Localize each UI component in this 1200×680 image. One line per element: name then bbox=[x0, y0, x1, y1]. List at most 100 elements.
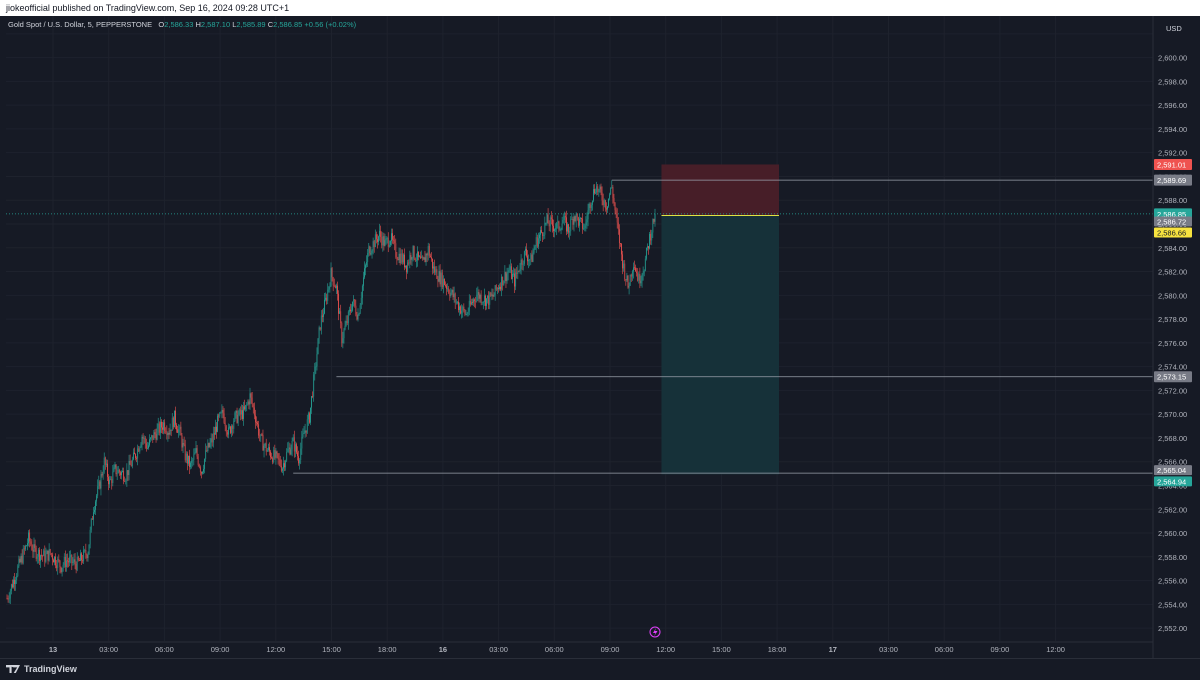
candle-body bbox=[630, 274, 632, 277]
candle-body bbox=[602, 200, 604, 206]
candle-body bbox=[260, 434, 262, 436]
candle-body bbox=[346, 320, 348, 324]
candle-body bbox=[90, 518, 92, 530]
candle-body bbox=[572, 218, 574, 225]
candle-body bbox=[417, 251, 418, 261]
candle-body bbox=[624, 263, 626, 280]
candle-body bbox=[55, 556, 56, 566]
candle-body bbox=[591, 200, 593, 205]
candle-body bbox=[212, 433, 214, 443]
candle-body bbox=[482, 302, 484, 303]
candle-body bbox=[318, 327, 320, 339]
candle-body bbox=[634, 267, 635, 269]
candle-body bbox=[370, 253, 372, 255]
candle-body bbox=[331, 268, 333, 278]
candle-body bbox=[409, 255, 411, 264]
candle-body bbox=[73, 559, 75, 562]
y-tick-label: 2,582.00 bbox=[1158, 268, 1187, 277]
candle-body bbox=[413, 246, 415, 259]
candle-body bbox=[615, 210, 617, 214]
candle-body bbox=[287, 448, 289, 452]
candle-body bbox=[495, 285, 497, 290]
candle-body bbox=[344, 325, 346, 330]
candle-body bbox=[172, 417, 174, 428]
candle-body bbox=[397, 259, 399, 260]
candle-body bbox=[327, 289, 329, 301]
candle-body bbox=[347, 311, 349, 324]
candle-body bbox=[230, 426, 231, 433]
candle-body bbox=[643, 270, 645, 274]
take-profit-zone[interactable] bbox=[661, 215, 779, 475]
candle-body bbox=[122, 471, 123, 472]
candle-body bbox=[613, 197, 615, 203]
candle-body bbox=[58, 558, 60, 561]
candle-body bbox=[157, 423, 159, 429]
candle-body bbox=[15, 580, 17, 585]
candle-body bbox=[527, 255, 528, 262]
candle-body bbox=[18, 558, 20, 567]
price-chart[interactable]: USD 2,552.00 2,554.00 2,556.00 2,558.00 2,560… bbox=[0, 16, 1200, 658]
close-label: C bbox=[267, 20, 274, 29]
stop-loss-zone[interactable] bbox=[661, 164, 779, 216]
candle-body bbox=[135, 454, 136, 459]
candle-body bbox=[448, 288, 450, 293]
candle-body bbox=[201, 472, 202, 474]
candle-body bbox=[608, 198, 609, 207]
candle-body bbox=[250, 393, 252, 398]
candle-body bbox=[76, 556, 78, 570]
candle-body bbox=[611, 187, 613, 188]
candle-body bbox=[573, 216, 575, 225]
candle-body bbox=[427, 246, 429, 256]
candle-body bbox=[595, 192, 596, 194]
candle-body bbox=[280, 465, 282, 471]
candle-body bbox=[581, 218, 582, 219]
candle-body bbox=[265, 443, 267, 452]
chart-area[interactable]: USD 2,552.00 2,554.00 2,556.00 2,558.00 2,560… bbox=[0, 16, 1200, 658]
candle-body bbox=[34, 544, 36, 548]
tradingview-logo[interactable]: TradingView bbox=[6, 664, 77, 674]
candle-body bbox=[583, 228, 585, 230]
candle-body bbox=[313, 374, 315, 397]
currency-label[interactable]: USD bbox=[1166, 24, 1182, 33]
candle-body bbox=[654, 213, 656, 222]
candle-body bbox=[520, 259, 522, 270]
open-value: 2,586.33 bbox=[164, 20, 194, 29]
candle-body bbox=[224, 422, 226, 427]
candle-body bbox=[453, 293, 455, 298]
candle-body bbox=[375, 234, 377, 240]
candle-body bbox=[372, 241, 374, 251]
candle-body bbox=[86, 554, 88, 559]
candle-body bbox=[156, 428, 158, 440]
candle-body bbox=[39, 549, 40, 561]
candle-body bbox=[257, 422, 258, 425]
candle-body bbox=[125, 480, 127, 482]
candle-body bbox=[21, 555, 23, 563]
candle-body bbox=[601, 192, 603, 201]
candle-body bbox=[421, 256, 423, 259]
candle-body bbox=[68, 561, 69, 563]
candle-body bbox=[369, 246, 371, 255]
candle-body bbox=[360, 297, 362, 306]
y-tick-label: 2,552.00 bbox=[1158, 624, 1187, 633]
candle-body bbox=[645, 247, 647, 259]
stop-price-tag: 2,591.01 bbox=[1157, 160, 1186, 169]
candle-body bbox=[204, 458, 206, 469]
x-tick-label: 06:00 bbox=[935, 645, 954, 654]
candle-body bbox=[517, 270, 519, 274]
candle-body bbox=[213, 433, 215, 435]
candle-body bbox=[345, 320, 347, 326]
lightning-icon[interactable] bbox=[649, 626, 661, 638]
candle-body bbox=[97, 486, 99, 496]
candle-body bbox=[56, 565, 58, 569]
candle-body bbox=[239, 409, 241, 415]
candle-body bbox=[312, 396, 314, 397]
candle-body bbox=[589, 203, 591, 208]
candle-body bbox=[202, 471, 203, 474]
candle-body bbox=[515, 272, 517, 287]
x-tick-label: 13 bbox=[49, 645, 57, 654]
candle-body bbox=[216, 426, 217, 432]
candle-body bbox=[353, 299, 355, 302]
candle-body bbox=[414, 258, 416, 261]
candle-body bbox=[480, 294, 482, 303]
candle-body bbox=[461, 310, 463, 314]
